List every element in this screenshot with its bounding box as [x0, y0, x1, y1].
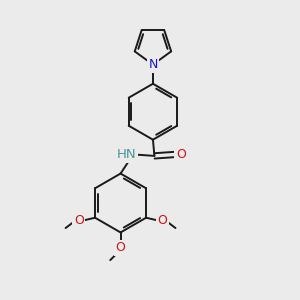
Text: O: O	[116, 241, 125, 254]
Text: O: O	[176, 148, 186, 161]
Text: N: N	[148, 58, 158, 71]
Text: O: O	[74, 214, 84, 227]
Text: O: O	[157, 214, 167, 227]
Text: HN: HN	[117, 148, 136, 161]
